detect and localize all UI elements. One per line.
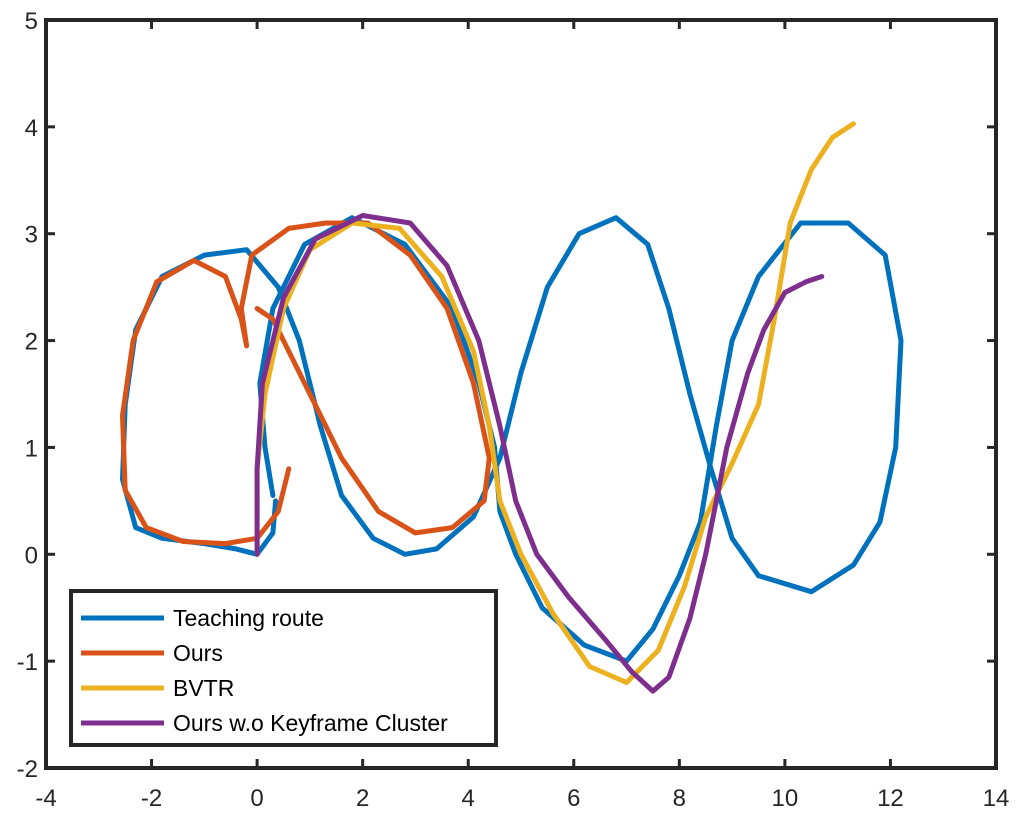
y-tick-label-2: 0 [25,542,38,569]
x-tick-label-3: 2 [356,785,369,812]
y-tick-label-1: -1 [17,649,38,676]
y-tick-label-7: 5 [25,8,38,35]
legend-label-0: Teaching route [173,605,324,631]
series-line-1 [120,220,492,547]
series-layer [120,121,904,694]
y-tick-label-4: 2 [25,329,38,356]
legend-label-1: Ours [173,640,223,666]
legend-label-3: Ours w.o Keyframe Cluster [173,710,448,736]
x-tick-label-0: -4 [35,785,56,812]
y-tick-label-0: -2 [17,756,38,783]
y-tick-label-6: 4 [25,115,38,142]
x-tick-label-5: 6 [567,785,580,812]
x-tick-label-9: 14 [983,785,1010,812]
x-tick-label-8: 12 [877,785,904,812]
x-tick-label-2: 0 [250,785,263,812]
legend: Teaching route Ours BVTR Ours w.o Keyframe … [69,589,498,747]
y-tick-label-5: 3 [25,222,38,249]
legend-label-2: BVTR [173,675,234,701]
x-tick-label-4: 4 [462,785,475,812]
x-tick-label-1: -2 [141,785,162,812]
y-tick-label-3: 1 [25,435,38,462]
series-line-3 [254,213,825,694]
x-tick-label-7: 10 [772,785,799,812]
axes-box [44,18,998,770]
x-tick-label-6: 8 [673,785,686,812]
